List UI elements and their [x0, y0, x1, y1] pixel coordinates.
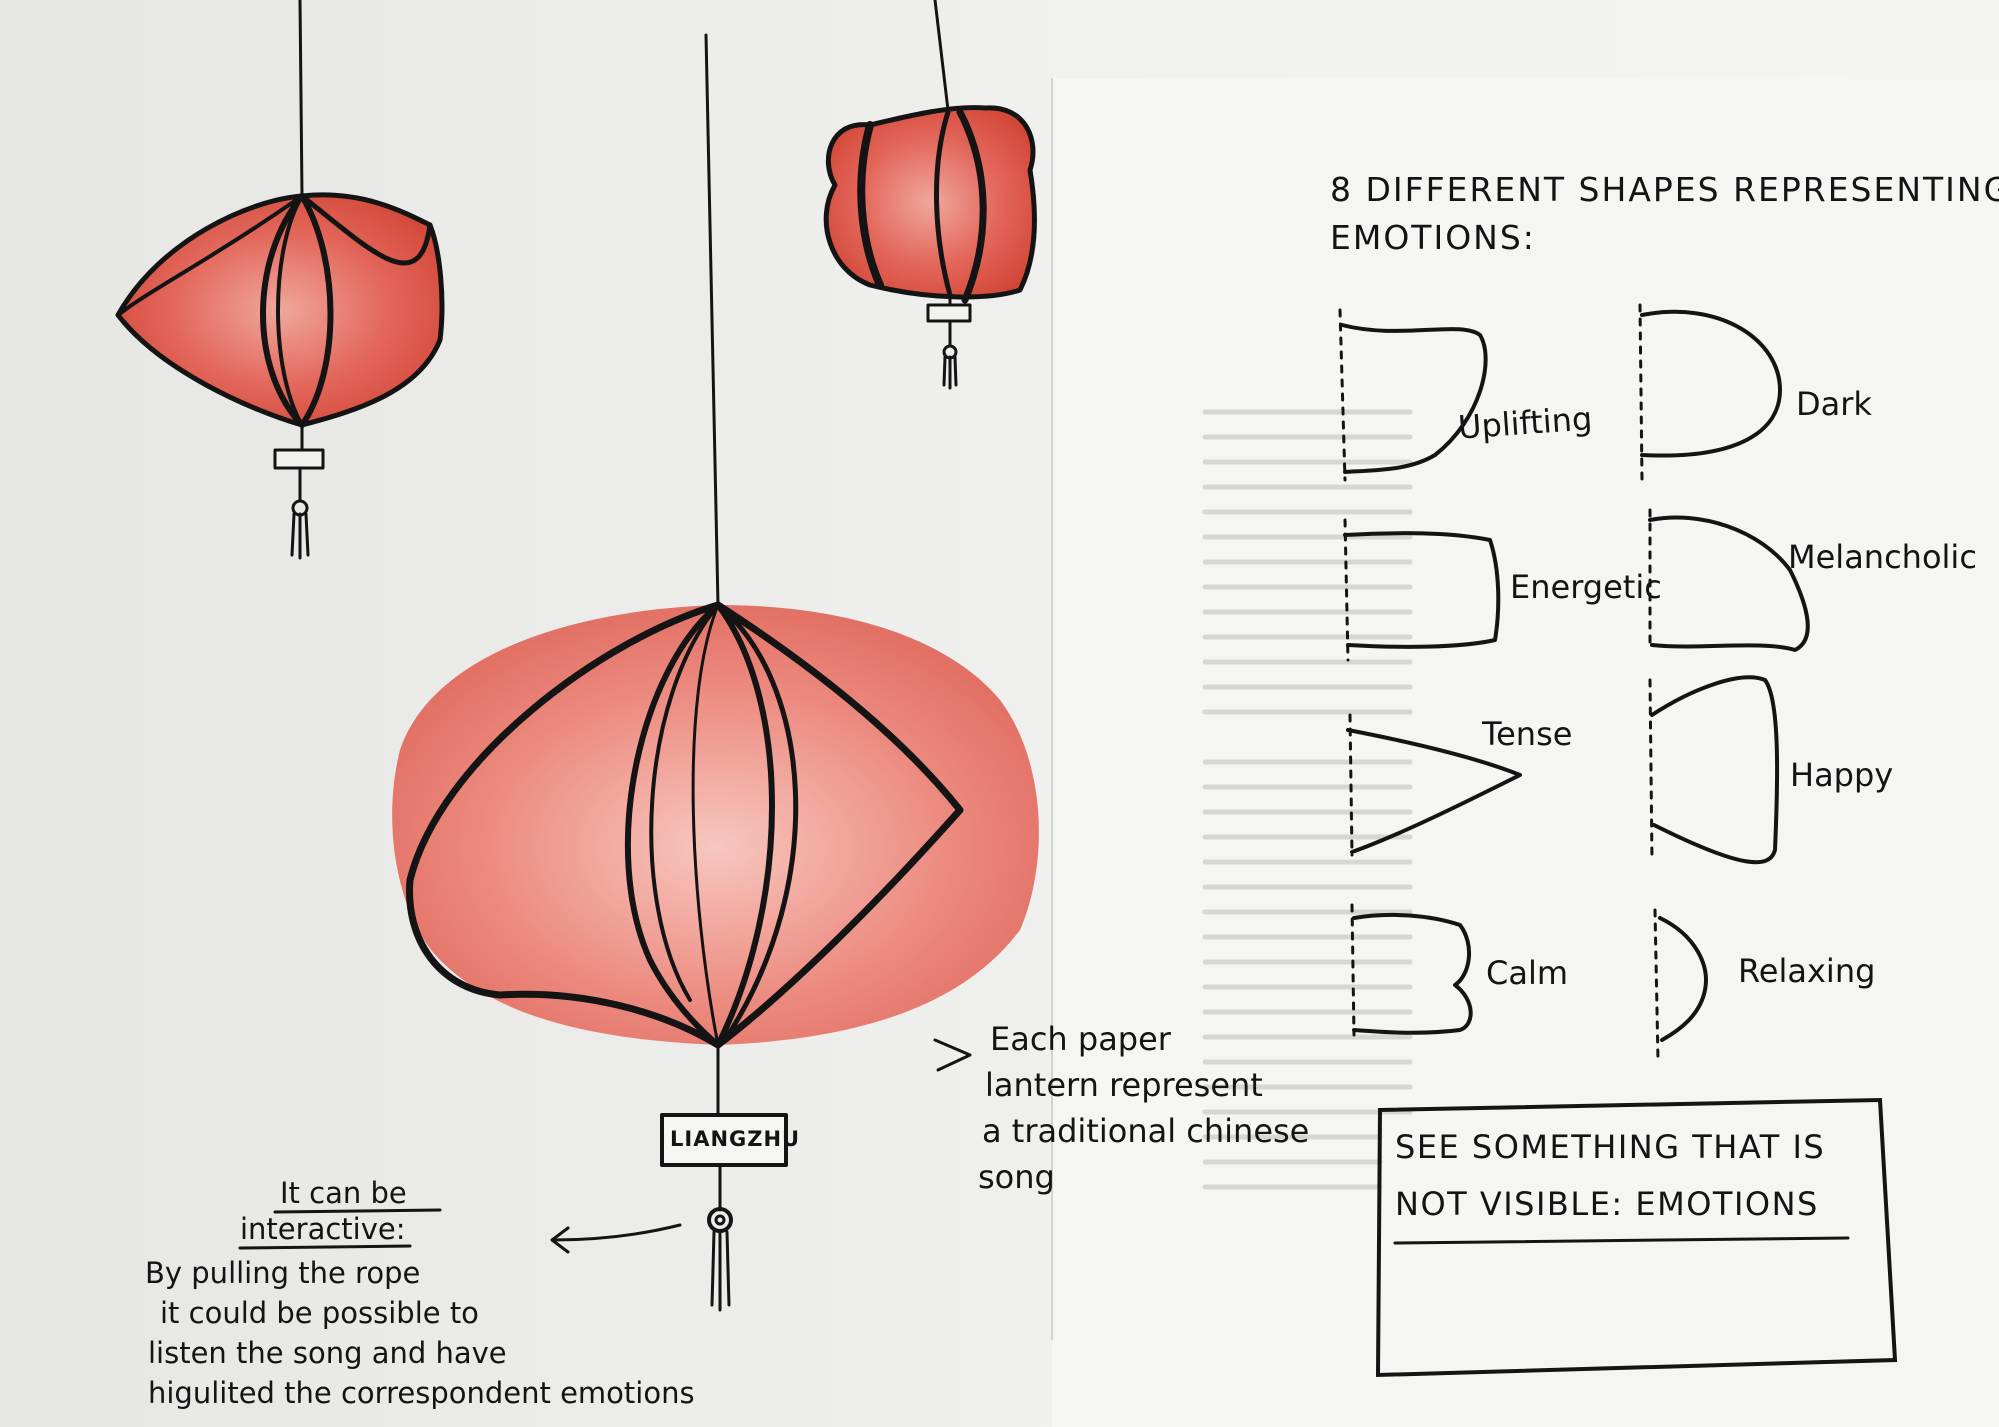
- label-melancholic: Melancholic: [1788, 538, 1977, 576]
- box-line-2: NOT VISIBLE: EMOTIONS: [1395, 1185, 1819, 1223]
- shape-energetic: [1343, 531, 1501, 649]
- label-tense: Tense: [1482, 715, 1573, 753]
- interactive-heading-underline: [238, 1208, 442, 1250]
- note-left-line-2: it could be possible to: [160, 1296, 479, 1330]
- dotted-axis-right: [1638, 303, 1660, 1062]
- shape-calm: [1352, 912, 1473, 1035]
- shape-uplifting: [1340, 323, 1488, 474]
- note-left-heading-2: interactive:: [240, 1212, 406, 1246]
- arrow-right-note: [933, 1038, 972, 1072]
- label-dark: Dark: [1796, 385, 1872, 423]
- dotted-axis-left: [1338, 308, 1356, 1037]
- shape-melancholic: [1648, 515, 1810, 652]
- emotions-box: [1375, 1097, 1898, 1378]
- note-left-line-1: By pulling the rope: [145, 1256, 421, 1290]
- note-left-line-4: higulited the correspondent emotions: [148, 1376, 695, 1410]
- shape-dark: [1640, 309, 1782, 458]
- label-calm: Calm: [1486, 954, 1569, 992]
- box-line-1: SEE SOMETHING THAT IS: [1395, 1128, 1826, 1166]
- emotion-shapes: [1338, 303, 1810, 1062]
- title-line-2: EMOTIONS:: [1330, 218, 1536, 257]
- lantern-small-left-drawing: [115, 0, 445, 560]
- lantern-large-drawing: [392, 33, 1039, 1312]
- shape-happy: [1650, 675, 1780, 865]
- note-right-line-2: lantern represent: [985, 1066, 1263, 1104]
- shape-tense: [1346, 728, 1522, 854]
- note-right-line-4: song: [978, 1158, 1055, 1196]
- label-happy: Happy: [1790, 756, 1894, 794]
- note-right-line-3: a traditional chinese: [982, 1112, 1310, 1150]
- shape-relaxing: [1658, 916, 1708, 1042]
- note-left-line-3: listen the song and have: [148, 1336, 507, 1370]
- label-relaxing: Relaxing: [1738, 952, 1876, 990]
- arrow-left-note: [550, 1223, 682, 1254]
- lantern-tag: LIANGZHU: [670, 1127, 801, 1151]
- background-printed-page: [1051, 78, 1999, 1427]
- note-left-heading-1: It can be: [280, 1176, 407, 1210]
- note-right-line-1: Each paper: [990, 1020, 1171, 1058]
- lantern-small-right-drawing: [823, 0, 1037, 390]
- label-energetic: Energetic: [1510, 568, 1662, 606]
- title-line-1: 8 DIFFERENT SHAPES REPRESENTING: [1330, 170, 1999, 209]
